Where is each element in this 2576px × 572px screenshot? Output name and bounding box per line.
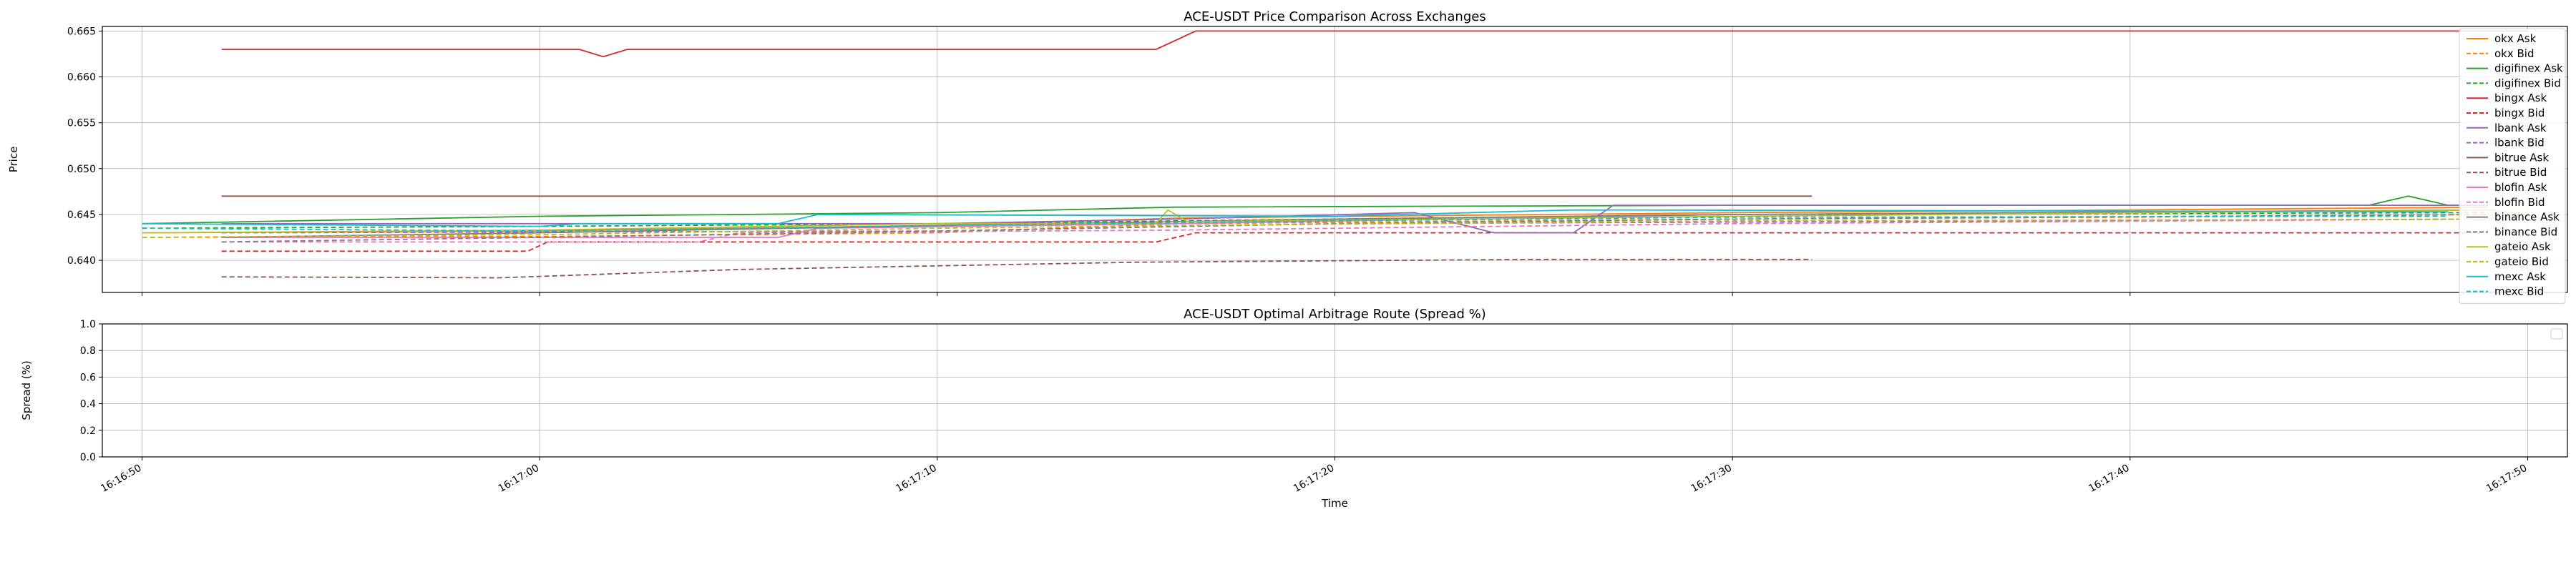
y-tick-label: 0.0 — [80, 452, 96, 463]
price-chart-y-ticks: 0.640 0.645 0.650 0.655 0.660 0.665 — [67, 26, 102, 267]
legend-label: lbank Bid — [2494, 137, 2545, 149]
spread-chart-title: ACE-USDT Optimal Arbitrage Route (Spread… — [1184, 307, 1486, 322]
y-tick-label: 0.660 — [67, 72, 96, 84]
y-tick-label: 0.2 — [80, 425, 96, 437]
price-chart-grid — [102, 26, 2567, 292]
spread-chart-y-ticks: 0.0 0.2 0.4 0.6 0.8 1.0 — [80, 319, 102, 463]
price-chart-x-ticks — [142, 292, 2528, 296]
x-tick-label: 16:17:20 — [1292, 463, 1336, 495]
legend-label: bitrue Ask — [2494, 151, 2549, 164]
legend-label: blofin Bid — [2494, 196, 2545, 209]
legend-label: bingx Ask — [2494, 92, 2547, 104]
price-chart-legend: okx Ask okx Bid digifinex Ask digifinex Bid… — [2459, 28, 2566, 304]
series-line-mexc-ask — [142, 209, 2449, 227]
spread-chart: ACE-USDT Optimal Arbitrage Route (Spread… — [20, 307, 2568, 510]
price-chart-title: ACE-USDT Price Comparison Across Exchang… — [1184, 9, 1485, 24]
price-chart-series — [142, 30, 2528, 279]
y-tick-label: 0.665 — [67, 26, 96, 37]
legend-label: binance Ask — [2494, 211, 2560, 224]
price-chart-y-label: Price — [7, 147, 20, 173]
y-tick-label: 0.645 — [67, 209, 96, 221]
legend-label: bitrue Bid — [2494, 166, 2547, 179]
legend-label: blofin Ask — [2494, 181, 2547, 194]
legend-label: bingx Bid — [2494, 107, 2545, 119]
spread-chart-legend — [2550, 328, 2563, 340]
spread-chart-grid — [102, 323, 2567, 458]
y-tick-label: 0.650 — [67, 164, 96, 175]
y-tick-label: 0.6 — [80, 372, 96, 383]
x-tick-label: 16:17:10 — [894, 463, 938, 495]
series-line-mexc-bid — [142, 215, 2449, 232]
price-chart: ACE-USDT Price Comparison Across Exchang… — [7, 9, 2568, 304]
x-tick-label: 16:17:30 — [1689, 463, 1734, 495]
legend-label: mexc Bid — [2494, 285, 2544, 298]
y-tick-label: 0.8 — [80, 345, 96, 357]
legend-label: okx Ask — [2494, 32, 2537, 45]
legend-label: gateio Bid — [2494, 255, 2549, 268]
y-tick-label: 1.0 — [80, 319, 96, 330]
series-line-binance-bid — [221, 214, 2488, 243]
legend-label: lbank Ask — [2494, 122, 2547, 134]
y-tick-label: 0.640 — [67, 255, 96, 267]
series-line-binance-ask — [221, 209, 2488, 238]
y-tick-label: 0.4 — [80, 399, 96, 410]
y-tick-label: 0.655 — [67, 118, 96, 129]
legend-label: digifinex Ask — [2494, 62, 2563, 75]
legend-label: binance Bid — [2494, 225, 2557, 238]
legend-label: digifinex Bid — [2494, 77, 2561, 89]
series-line-bitrue-bid — [221, 258, 1813, 279]
legend-label: mexc Ask — [2494, 270, 2546, 283]
spread-chart-y-label: Spread (%) — [20, 360, 33, 420]
series-line-bingx-bid — [221, 232, 2488, 252]
x-tick-label: 16:17:00 — [497, 463, 541, 495]
legend-label: gateio Ask — [2494, 240, 2551, 253]
x-tick-label: 16:17:50 — [2484, 463, 2529, 495]
series-line-blofin-bid — [221, 218, 2488, 243]
legend-label: okx Bid — [2494, 47, 2534, 60]
spread-chart-x-ticks: 16:16:50 16:17:00 16:17:10 16:17:20 16:17:30… — [99, 457, 2529, 495]
series-line-gateio-bid — [142, 218, 2528, 238]
series-line-bingx-ask — [221, 30, 2528, 58]
x-tick-label: 16:17:40 — [2087, 463, 2131, 495]
spread-chart-x-label: Time — [1321, 497, 1348, 510]
legend-box — [2459, 28, 2566, 304]
series-line-gateio-ask — [142, 209, 2528, 234]
x-tick-label: 16:16:50 — [99, 463, 143, 495]
